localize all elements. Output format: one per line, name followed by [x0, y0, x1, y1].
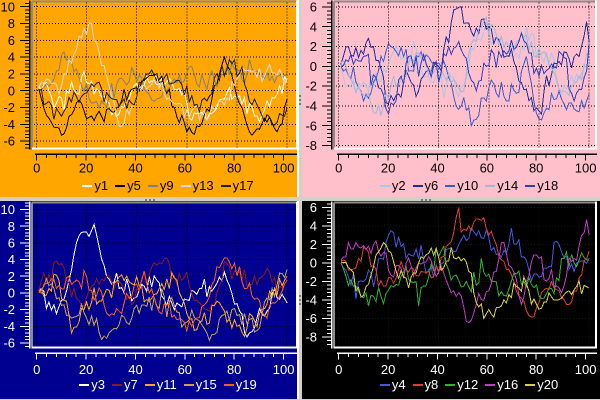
svg-text:40: 40: [128, 362, 142, 377]
svg-text:4: 4: [8, 252, 15, 267]
svg-text:-6: -6: [305, 311, 317, 326]
svg-text:0: 0: [33, 362, 40, 377]
svg-text:60: 60: [178, 362, 192, 377]
svg-text:-8: -8: [305, 329, 317, 344]
svg-text:2: 2: [8, 268, 15, 283]
svg-text:6: 6: [310, 201, 317, 215]
svg-text:80: 80: [227, 160, 241, 175]
svg-text:0: 0: [335, 160, 342, 175]
svg-text:40: 40: [430, 160, 444, 175]
svg-text:0: 0: [8, 285, 15, 300]
svg-text:-4: -4: [305, 99, 317, 114]
svg-text:-4: -4: [305, 292, 317, 307]
svg-text:-2: -2: [305, 79, 317, 94]
svg-text:80: 80: [529, 362, 543, 377]
svg-text:-4: -4: [3, 318, 15, 333]
svg-text:8: 8: [8, 16, 15, 31]
svg-text:-6: -6: [305, 118, 317, 133]
svg-text:2: 2: [8, 67, 15, 82]
svg-text:0: 0: [335, 362, 342, 377]
svg-text:60: 60: [178, 160, 192, 175]
svg-text:40: 40: [128, 160, 142, 175]
svg-text:4: 4: [310, 218, 317, 233]
svg-text:-6: -6: [3, 335, 15, 350]
svg-text:40: 40: [430, 362, 444, 377]
svg-text:-8: -8: [305, 138, 317, 153]
svg-text:-2: -2: [3, 100, 15, 115]
svg-text:6: 6: [8, 235, 15, 250]
svg-text:6: 6: [310, 0, 317, 15]
svg-text:0: 0: [310, 59, 317, 74]
svg-text:-2: -2: [3, 302, 15, 317]
svg-text:10: 10: [1, 202, 15, 217]
svg-text:-4: -4: [3, 117, 15, 132]
svg-text:100: 100: [273, 160, 295, 175]
svg-text:20: 20: [381, 160, 395, 175]
svg-text:20: 20: [381, 362, 395, 377]
svg-text:20: 20: [79, 160, 93, 175]
svg-text:-2: -2: [305, 274, 317, 289]
svg-text:0: 0: [310, 255, 317, 270]
svg-text:-6: -6: [3, 134, 15, 149]
svg-text:0: 0: [33, 160, 40, 175]
svg-text:2: 2: [310, 237, 317, 252]
svg-text:100: 100: [273, 362, 295, 377]
svg-text:60: 60: [480, 362, 494, 377]
svg-text:6: 6: [8, 33, 15, 48]
svg-text:8: 8: [8, 218, 15, 233]
svg-text:80: 80: [529, 160, 543, 175]
svg-text:2: 2: [310, 39, 317, 54]
svg-text:60: 60: [480, 160, 494, 175]
svg-text:10: 10: [1, 0, 15, 14]
svg-text:4: 4: [310, 19, 317, 34]
svg-text:4: 4: [8, 50, 15, 65]
svg-text:0: 0: [8, 83, 15, 98]
svg-text:80: 80: [227, 362, 241, 377]
svg-text:20: 20: [79, 362, 93, 377]
svg-text:100: 100: [575, 362, 597, 377]
svg-text:100: 100: [575, 160, 597, 175]
